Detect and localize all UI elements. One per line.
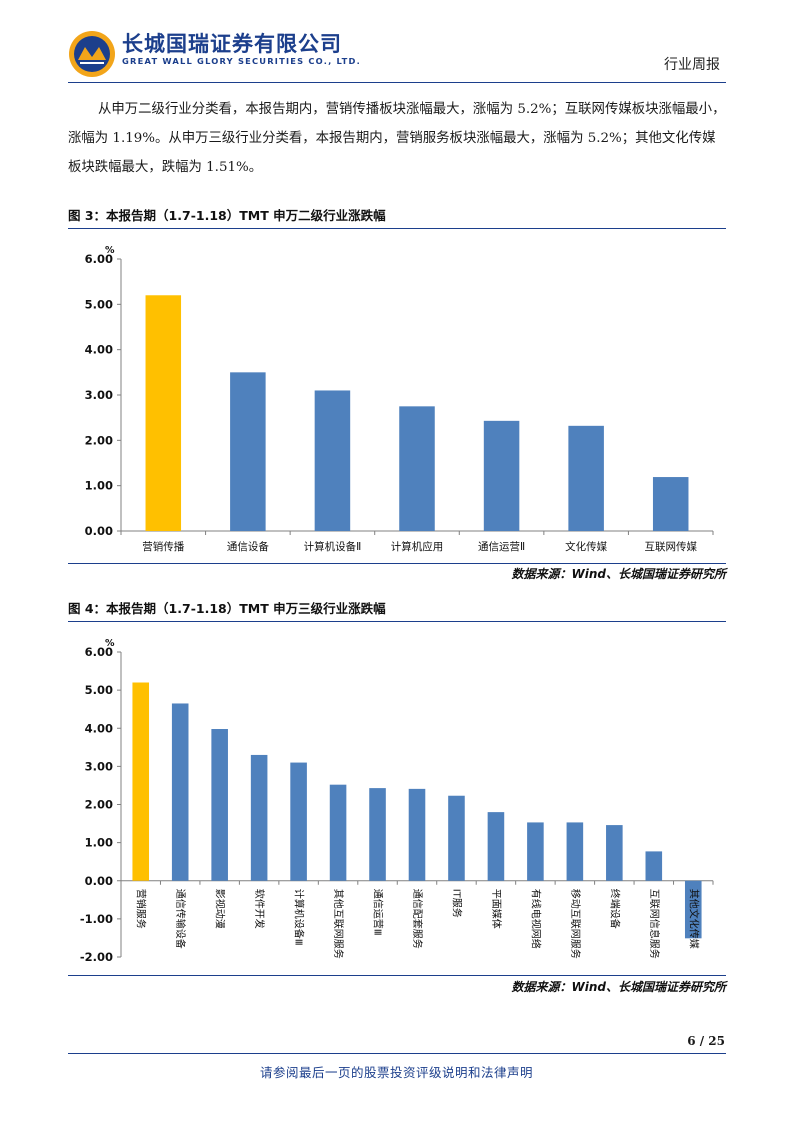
y-tick-label: 0.00 [85, 874, 113, 888]
x-tick-label: 通信运营Ⅱ [478, 540, 525, 553]
x-tick-label: 通信配套服务 [411, 889, 424, 949]
figure-3-divider [68, 228, 726, 229]
x-tick-label: 通信运营Ⅲ [372, 889, 385, 936]
bar-通信运营Ⅲ [369, 788, 386, 881]
x-tick-label: 互联网传媒 [644, 540, 697, 553]
company-name-en: GREAT WALL GLORY SECURITIES CO., LTD. [122, 56, 361, 66]
figure-4-divider [68, 621, 726, 622]
bar-通信设备 [230, 372, 266, 531]
figure-3-chart: % 0.00 1.00 2.00 3.00 4.00 5.00 6.00 营销传播 通信设备 计算机… [85, 245, 714, 553]
x-tick-label: 互联网信息服务 [648, 889, 661, 959]
bar-互联网信息服务 [645, 851, 663, 881]
figure-4-title: 图 4：本报告期（1.7-1.18）TMT 申万三级行业涨跌幅 [68, 601, 386, 616]
x-tick-label: 通信传输设备 [174, 889, 187, 949]
bar-IT服务 [448, 795, 465, 881]
x-tick-label: 计算机设备Ⅲ [293, 889, 306, 946]
y-tick-label: 1.00 [85, 836, 113, 850]
y-tick-label: 5.00 [85, 683, 113, 697]
bar-软件开发 [250, 754, 268, 881]
y-tick-label: 6.00 [85, 252, 113, 266]
bar-其他文化传媒 [684, 880, 702, 939]
x-tick-label: 平面媒体 [490, 889, 502, 929]
figure-4-chart: % -2.00 -1.00 0.00 1.00 2.00 3.00 4.00 5.00 6.00 营… [80, 638, 714, 964]
bar-移动互联网服务 [566, 822, 584, 881]
x-tick-label: 营销服务 [135, 889, 148, 929]
x-tick-label: 计算机应用 [391, 540, 444, 553]
figure-3-bottom-divider [68, 563, 726, 564]
bar-通信运营Ⅱ [483, 420, 520, 531]
bar-计算机设备Ⅲ [290, 762, 307, 881]
y-tick-label: 4.00 [85, 721, 113, 735]
bar-其他互联网服务 [329, 784, 347, 881]
company-name-cn: 长城国瑞证券有限公司 [122, 32, 342, 56]
bar-影视动漫 [211, 729, 228, 881]
footer-disclaimer: 请参阅最后一页的股票投资评级说明和法律声明 [259, 1065, 533, 1080]
bar-计算机设备Ⅱ [314, 390, 351, 531]
y-tick-label: -1.00 [80, 912, 113, 926]
y-unit-label: % [105, 638, 115, 649]
x-tick-label: 通信设备 [227, 540, 269, 553]
x-tick-label: 其他互联网服务 [332, 889, 345, 959]
y-unit-label: % [105, 245, 115, 256]
company-logo-icon [69, 31, 115, 77]
y-tick-label: 3.00 [85, 759, 113, 773]
y-tick-label: 5.00 [85, 297, 113, 311]
y-tick-label: 4.00 [85, 343, 113, 357]
header-divider [68, 82, 726, 83]
bar-营销服务 [132, 682, 150, 881]
x-tick-label: 有线电视网络 [529, 889, 542, 949]
x-tick-label: 计算机设备Ⅱ [304, 540, 362, 553]
y-tick-label: 0.00 [85, 524, 113, 538]
bar-文化传媒 [568, 425, 604, 531]
page-number: 6 / 25 [687, 1034, 725, 1048]
bar-通信传输设备 [171, 703, 189, 881]
y-tick-label: -2.00 [80, 950, 113, 964]
figure-3-source: 数据来源：Wind、长城国瑞证券研究所 [511, 567, 726, 581]
x-tick-label: 软件开发 [253, 889, 266, 929]
report-type: 行业周报 [664, 57, 720, 73]
page-header: 长城国瑞证券有限公司 GREAT WALL GLORY SECURITIES C… [68, 24, 726, 80]
y-tick-label: 3.00 [85, 388, 113, 402]
bar-营销传播 [145, 295, 182, 531]
figure-4-source: 数据来源：Wind、长城国瑞证券研究所 [511, 980, 726, 994]
bar-有线电视网络 [527, 822, 544, 881]
x-tick-label: IT服务 [450, 889, 463, 918]
y-tick-label: 6.00 [85, 645, 113, 659]
x-tick-label: 营销传播 [142, 540, 184, 553]
bar-互联网传媒 [652, 477, 689, 531]
x-tick-label: 文化传媒 [565, 540, 607, 553]
footer-divider [68, 1053, 726, 1054]
y-tick-label: 2.00 [85, 798, 113, 812]
x-tick-label: 其他文化传媒 [687, 889, 700, 949]
figure-3-title: 图 3：本报告期（1.7-1.18）TMT 申万二级行业涨跌幅 [68, 208, 386, 223]
y-tick-label: 1.00 [85, 479, 113, 493]
bar-平面媒体 [487, 812, 505, 881]
x-tick-label: 影视动漫 [214, 889, 227, 929]
x-tick-label: 移动互联网服务 [569, 889, 582, 959]
y-tick-label: 2.00 [85, 433, 113, 447]
intro-paragraph: 从申万二级行业分类看，本报告期内，营销传播板块涨幅最大，涨幅为 5.2%；互联网… [68, 102, 726, 175]
bar-计算机应用 [399, 406, 435, 531]
x-tick-label: 终端设备 [608, 889, 621, 929]
figure-4-bottom-divider [68, 975, 726, 976]
bar-终端设备 [606, 825, 623, 881]
bar-通信配套服务 [408, 788, 426, 881]
